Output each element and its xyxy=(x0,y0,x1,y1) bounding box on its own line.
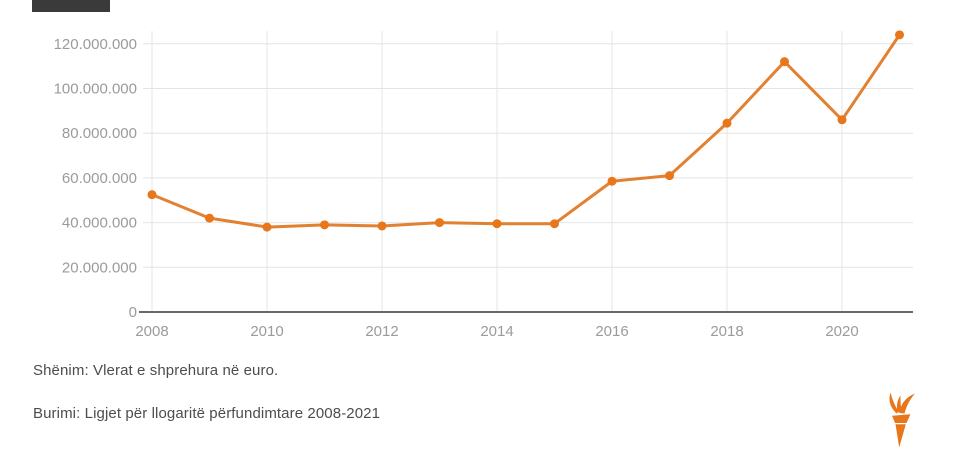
data-point-2013[interactable] xyxy=(435,218,444,228)
y-tick-label: 100.000.000 xyxy=(54,81,137,98)
data-point-2010[interactable] xyxy=(262,222,272,232)
truncated-header-box xyxy=(32,0,110,12)
x-tick-label: 2014 xyxy=(480,323,513,340)
x-tick-label: 2016 xyxy=(595,323,628,340)
rferl-torch-logo xyxy=(889,392,915,448)
data-point-2017[interactable] xyxy=(665,171,674,181)
series-line xyxy=(151,34,901,229)
data-point-2018[interactable] xyxy=(722,118,732,128)
y-tick-label: 40.000.000 xyxy=(62,215,137,232)
x-tick-label: 2012 xyxy=(365,323,398,340)
data-point-2008[interactable] xyxy=(147,190,157,200)
x-tick-label: 2008 xyxy=(135,323,168,340)
x-tick-label: 2018 xyxy=(710,323,743,340)
data-point-2012[interactable] xyxy=(377,221,387,231)
data-point-2020[interactable] xyxy=(837,115,847,125)
y-tick-label: 120.000.000 xyxy=(54,36,137,53)
chart-note: Shënim: Vlerat e shprehura në euro. xyxy=(33,362,279,379)
chart-source: Burimi: Ligjet për llogaritë përfundimta… xyxy=(33,405,381,422)
x-tick-label: 2010 xyxy=(250,323,283,340)
data-point-2009[interactable] xyxy=(205,213,214,223)
y-tick-label: 0 xyxy=(129,304,137,321)
x-tick-label: 2020 xyxy=(825,323,858,340)
line-chart: 0 20.000.000 40.000.000 60.000.000 80.000.00… xyxy=(54,30,913,340)
data-point-2019[interactable] xyxy=(780,57,789,67)
y-tick-label: 80.000.000 xyxy=(62,125,137,142)
data-point-2015[interactable] xyxy=(550,219,559,229)
data-point-2011[interactable] xyxy=(320,220,329,230)
y-tick-label: 20.000.000 xyxy=(62,259,137,276)
data-point-2021[interactable] xyxy=(895,30,904,40)
data-point-2016[interactable] xyxy=(607,176,617,186)
line-chart-area: 0 20.000.000 40.000.000 60.000.000 80.000.00… xyxy=(54,30,913,340)
data-point-2014[interactable] xyxy=(492,219,502,229)
y-tick-label: 60.000.000 xyxy=(62,170,137,187)
